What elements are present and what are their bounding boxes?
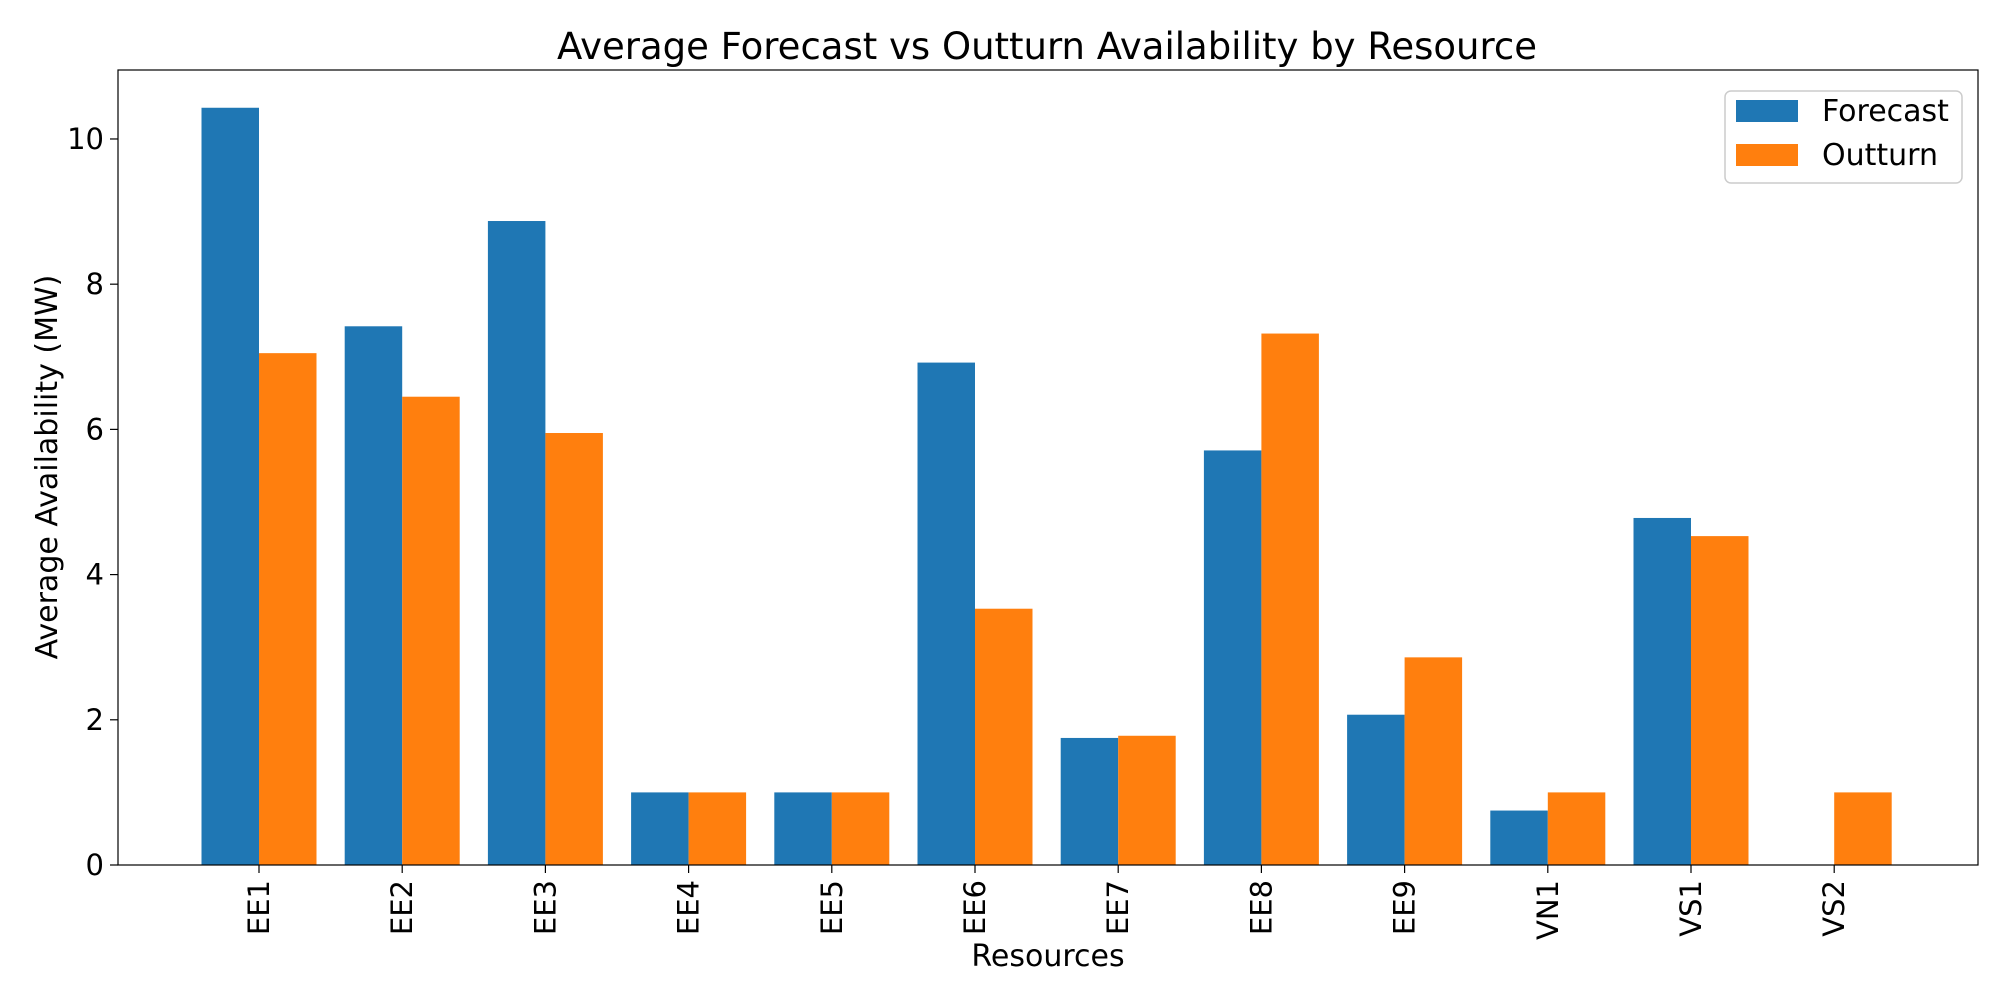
bar-outturn-ee4 <box>688 792 747 865</box>
y-tick-label-8: 8 <box>86 267 104 301</box>
bar-forecast-ee8 <box>1203 450 1262 865</box>
bar-outturn-ee9 <box>1404 657 1463 865</box>
bar-forecast-ee4 <box>631 792 689 865</box>
x-tick-label-vs2: VS2 <box>1817 880 1851 937</box>
bar-forecast-ee6 <box>917 362 975 865</box>
y-tick-label-2: 2 <box>86 703 104 737</box>
x-tick-label-vn1: VN1 <box>1531 880 1565 940</box>
bar-outturn-vs1 <box>1691 536 1749 865</box>
plot-frame <box>117 69 1979 866</box>
bar-outturn-ee6 <box>975 608 1033 865</box>
y-tick-label-0: 0 <box>86 848 104 882</box>
y-tick-label-4: 4 <box>86 558 104 592</box>
bar-outturn-ee1 <box>259 353 317 865</box>
bar-outturn-ee5 <box>831 792 890 865</box>
legend-label-outturn: Outturn <box>1822 138 1938 173</box>
legend-swatch-outturn <box>1736 144 1798 166</box>
y-axis-label: Average Availability (MW) <box>30 275 65 660</box>
bar-forecast-ee7 <box>1060 737 1119 865</box>
plot-area <box>201 107 1892 866</box>
bar-outturn-ee3 <box>545 433 603 865</box>
x-tick-label-ee2: EE2 <box>385 880 419 935</box>
x-axis-label: Resources <box>971 939 1124 974</box>
bar-forecast-ee9 <box>1347 714 1405 865</box>
legend-label-forecast: Forecast <box>1822 94 1949 129</box>
bar-outturn-ee2 <box>402 396 460 865</box>
legend: Forecast Outturn <box>1724 90 1963 184</box>
bar-forecast-ee2 <box>344 326 403 865</box>
x-tick-label-ee5: EE5 <box>815 880 849 935</box>
x-tick-label-ee7: EE7 <box>1101 880 1135 935</box>
y-tick-label-6: 6 <box>86 412 104 446</box>
x-tick-label-ee6: EE6 <box>958 880 992 935</box>
bar-forecast-ee5 <box>774 792 832 865</box>
x-tick-label-ee4: EE4 <box>672 880 706 935</box>
x-tick-label-ee1: EE1 <box>242 880 276 935</box>
y-tick-label-10: 10 <box>67 122 104 156</box>
x-axis: EE1 EE2 EE3 EE4 EE5 EE6 EE7 EE8 EE9 VN1 VS1 VS2 <box>242 865 1851 940</box>
legend-swatch-forecast <box>1736 100 1798 122</box>
x-tick-label-ee8: EE8 <box>1244 880 1278 935</box>
chart-title: Average Forecast vs Outturn Availability… <box>557 25 1537 68</box>
x-tick-label-vs1: VS1 <box>1674 880 1708 937</box>
x-tick-label-ee9: EE9 <box>1388 880 1422 935</box>
bar-forecast-ee3 <box>487 221 546 866</box>
y-axis: 0 2 4 6 8 10 <box>67 122 118 882</box>
bar-outturn-vs2 <box>1834 792 1892 865</box>
bar-forecast-vs1 <box>1633 517 1691 865</box>
bar-forecast-ee1 <box>201 107 259 866</box>
x-tick-label-ee3: EE3 <box>528 880 562 935</box>
bar-outturn-ee7 <box>1118 735 1176 865</box>
bar-outturn-ee8 <box>1261 333 1319 865</box>
bar-forecast-vn1 <box>1490 810 1548 865</box>
bar-outturn-vn1 <box>1547 792 1606 865</box>
